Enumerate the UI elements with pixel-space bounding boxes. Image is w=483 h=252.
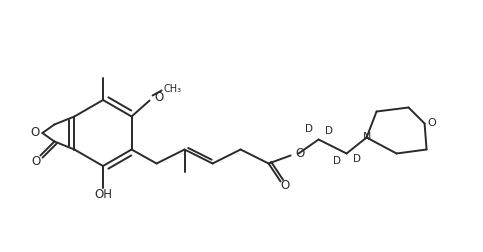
- Text: D: D: [333, 156, 341, 167]
- Text: O: O: [31, 127, 40, 140]
- Text: CH₃: CH₃: [164, 83, 182, 93]
- Text: OH: OH: [94, 188, 112, 202]
- Text: O: O: [32, 155, 41, 168]
- Text: D: D: [353, 154, 361, 165]
- Text: O: O: [280, 179, 289, 192]
- Text: O: O: [427, 118, 436, 129]
- Text: D: D: [325, 127, 333, 137]
- Text: N: N: [362, 132, 371, 142]
- Text: O: O: [296, 147, 305, 160]
- Text: O: O: [155, 91, 164, 104]
- Text: D: D: [305, 124, 313, 135]
